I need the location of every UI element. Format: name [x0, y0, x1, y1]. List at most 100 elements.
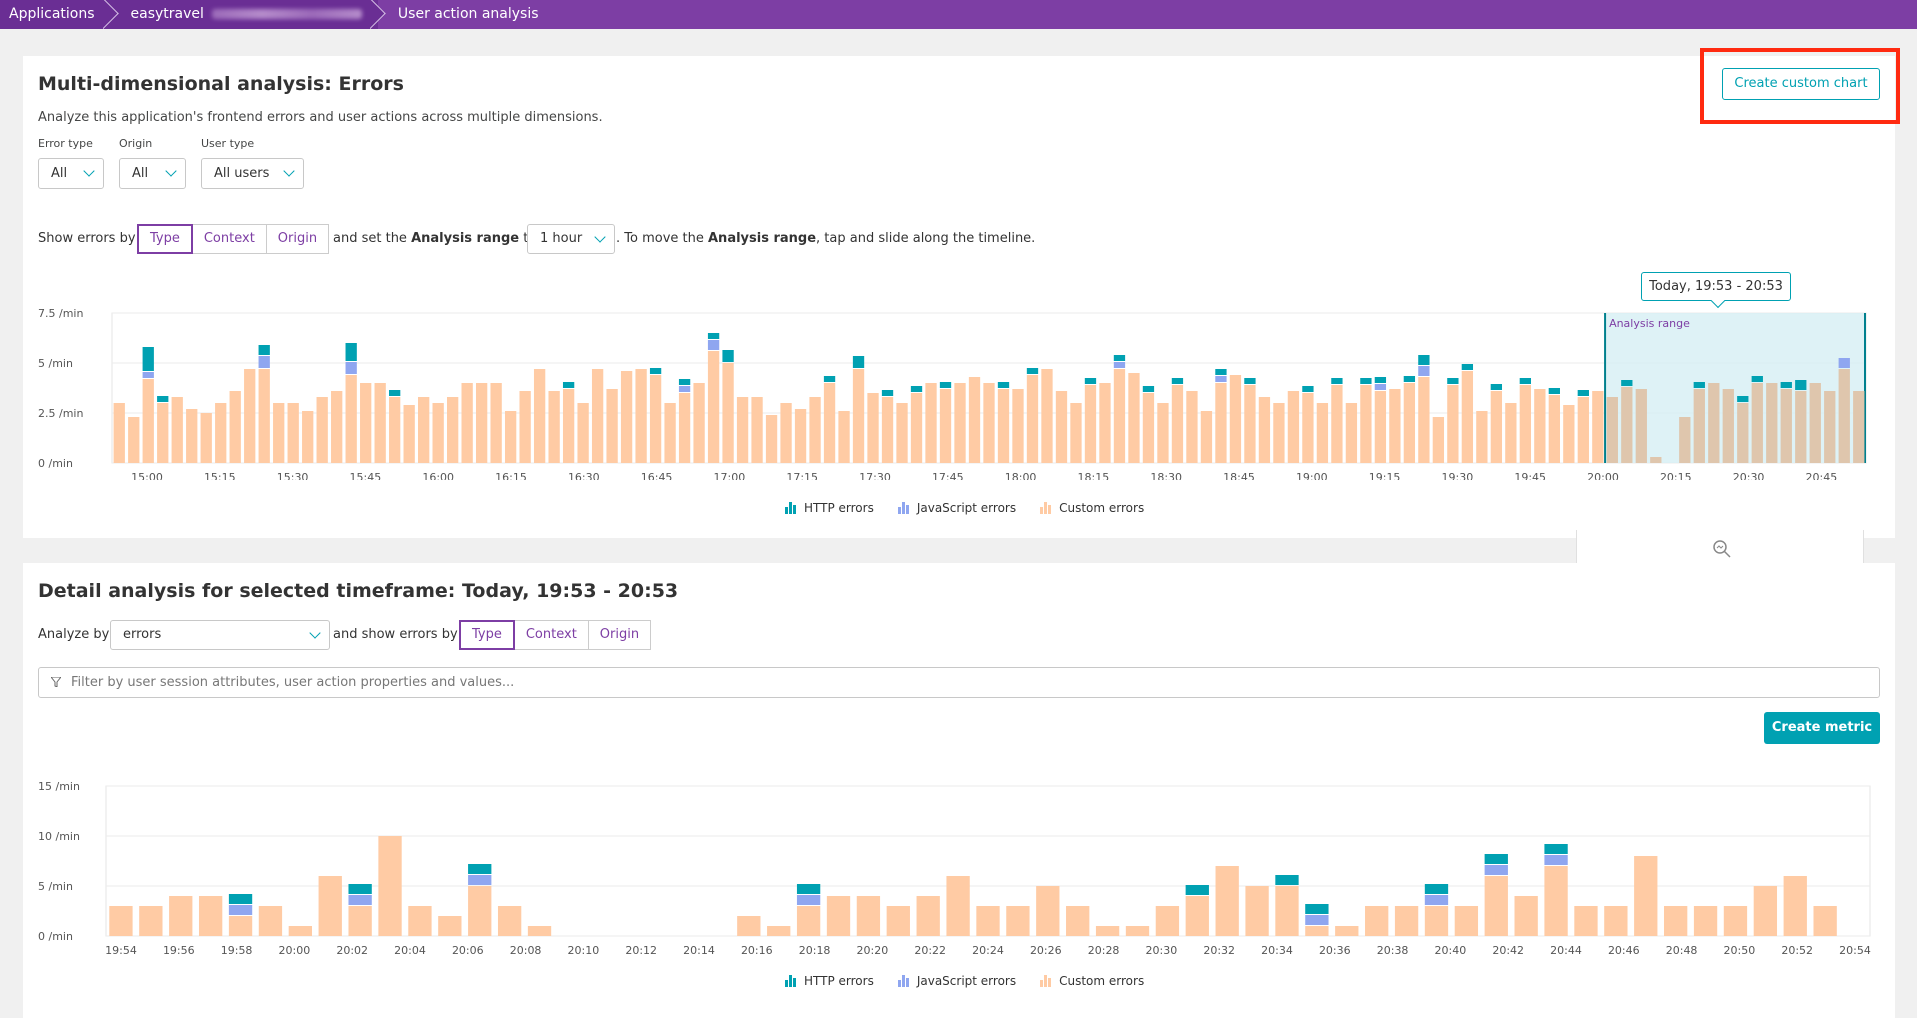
x-tick-label: 20:50 — [1724, 944, 1756, 957]
legend-custom[interactable]: Custom errors — [1040, 974, 1144, 988]
bar-http — [1142, 386, 1155, 392]
bar-http — [1461, 364, 1474, 370]
bar-custom — [1099, 383, 1111, 463]
x-tick-label: 20:34 — [1261, 944, 1293, 957]
bar-custom — [527, 926, 552, 936]
bar-custom — [910, 393, 923, 463]
bar-custom — [1055, 391, 1068, 463]
bar-custom — [408, 906, 432, 936]
x-tick-label: 19:58 — [221, 944, 253, 957]
user-type-dropdown[interactable]: All users — [201, 158, 304, 189]
bar-custom — [128, 417, 140, 463]
bar-custom — [1287, 391, 1300, 463]
bar-custom — [258, 906, 283, 936]
bar-javascript — [707, 340, 720, 350]
legend-http[interactable]: HTTP errors — [785, 501, 874, 515]
x-tick-label: 20:14 — [683, 944, 715, 957]
errors-timeline-chart[interactable]: 0 /min 2.5 /min 5 /min 7.5 /min Analysis ran… — [38, 300, 1880, 480]
bar-http — [1305, 904, 1329, 914]
bar-custom — [1360, 385, 1372, 463]
bar-custom — [809, 397, 821, 463]
bar-http — [1331, 378, 1343, 384]
x-tick-label: 20:40 — [1435, 944, 1467, 957]
bar-custom — [737, 916, 761, 936]
breadcrumb-applications[interactable]: Applications — [0, 0, 111, 29]
toggle-origin[interactable]: Origin — [265, 224, 330, 254]
bar-javascript — [796, 895, 821, 905]
bar-custom — [287, 403, 299, 463]
bar-custom — [113, 403, 125, 463]
legend-js[interactable]: JavaScript errors — [897, 501, 1016, 515]
x-tick-label: 20:00 — [1587, 471, 1619, 480]
bar-custom — [635, 369, 647, 463]
bar-custom — [693, 383, 705, 463]
breadcrumb-application[interactable]: easytravel — [110, 0, 378, 29]
analyze-by-dropdown[interactable]: errors — [110, 620, 330, 650]
bar-custom — [1621, 387, 1633, 463]
toggle-type[interactable]: Type — [459, 620, 515, 650]
bar-custom — [169, 896, 193, 936]
bar-custom — [139, 906, 163, 936]
zoom-icon — [1713, 540, 1731, 558]
dropdown-value: 1 hour — [540, 231, 583, 246]
bar-javascript — [1113, 362, 1126, 368]
bar-custom — [867, 393, 879, 463]
origin-dropdown[interactable]: All — [119, 158, 186, 189]
create-metric-button[interactable]: Create metric — [1764, 712, 1880, 744]
toggle-type[interactable]: Type — [137, 224, 193, 254]
bar-http — [997, 382, 1010, 388]
bar-http — [1447, 378, 1459, 384]
bar-custom — [1454, 906, 1479, 936]
x-tick-label: 20:42 — [1492, 944, 1524, 957]
bar-http — [939, 382, 952, 388]
page-description: Analyze this application's frontend erro… — [38, 110, 603, 125]
x-tick-label: 20:00 — [279, 944, 311, 957]
bar-custom — [475, 383, 488, 463]
bar-custom — [1244, 385, 1256, 463]
toggle-context[interactable]: Context — [513, 620, 589, 650]
x-tick-label: 20:20 — [857, 944, 889, 957]
toggle-origin[interactable]: Origin — [587, 620, 652, 650]
bar-custom — [881, 397, 894, 463]
x-tick-label: 17:30 — [859, 471, 891, 480]
legend-http[interactable]: HTTP errors — [785, 974, 874, 988]
legend-js[interactable]: JavaScript errors — [897, 974, 1016, 988]
bar-custom — [983, 383, 995, 463]
x-tick-label: 20:16 — [741, 944, 773, 957]
bar-custom — [1335, 926, 1359, 936]
bar-custom — [1006, 906, 1030, 936]
analysis-range-dropdown[interactable]: 1 hour — [527, 224, 615, 254]
x-tick-label: 20:28 — [1088, 944, 1120, 957]
toggle-context[interactable]: Context — [191, 224, 267, 254]
x-tick-label: 20:38 — [1377, 944, 1409, 957]
x-tick-label: 19:56 — [163, 944, 195, 957]
error-type-label: Error type — [38, 137, 93, 150]
bar-custom — [664, 403, 676, 463]
create-custom-chart-button[interactable]: Create custom chart — [1722, 68, 1880, 100]
bar-http — [348, 884, 372, 894]
filter-input[interactable]: Filter by user session attributes, user … — [38, 667, 1880, 698]
range-tooltip: Today, 19:53 - 20:53 — [1641, 272, 1791, 301]
bar-http — [562, 382, 575, 388]
bar-custom — [1258, 397, 1271, 463]
error-type-dropdown[interactable]: All — [38, 158, 104, 189]
bar-custom — [1679, 417, 1691, 463]
bar-http — [881, 390, 894, 396]
detail-analysis-panel — [23, 563, 1895, 1018]
bar-custom — [468, 886, 492, 936]
text-analysis-range: Analysis range — [411, 231, 520, 246]
bar-custom — [886, 906, 910, 936]
x-tick-label: 20:48 — [1666, 944, 1698, 957]
bar-chart-icon — [1040, 975, 1053, 987]
chevron-down-icon — [83, 165, 95, 177]
x-tick-label: 16:00 — [422, 471, 454, 480]
dropdown-value: All — [132, 166, 149, 181]
y-tick-label: 5 /min — [38, 880, 73, 893]
bar-custom — [1574, 906, 1598, 936]
bar-custom — [1041, 369, 1053, 463]
detail-errors-chart[interactable]: 0 /min 5 /min 10 /min 15 /min 19:54 19:56 19:5… — [38, 772, 1880, 972]
bar-custom — [1066, 906, 1090, 936]
bar-http — [1519, 378, 1532, 384]
bar-custom — [1084, 385, 1097, 463]
legend-custom[interactable]: Custom errors — [1040, 501, 1144, 515]
